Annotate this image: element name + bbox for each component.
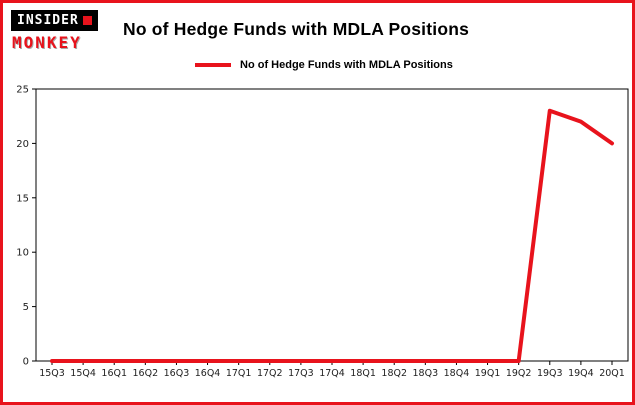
y-tick-label: 0 (23, 357, 29, 368)
y-tick-label: 25 (16, 85, 29, 96)
page-title: No of Hedge Funds with MDLA Positions (123, 19, 470, 39)
logo-insider-text: INSIDER (17, 13, 79, 28)
x-tick-label: 18Q2 (381, 368, 407, 379)
x-tick-label: 17Q3 (288, 368, 314, 379)
logo-red-square-icon (82, 16, 92, 25)
y-tick-label: 15 (16, 193, 29, 204)
x-tick-label: 15Q4 (70, 368, 96, 379)
insider-monkey-logo: INSIDER MONKEY (11, 10, 119, 52)
x-tick-label: 17Q4 (319, 368, 345, 379)
x-tick-label: 16Q4 (195, 368, 221, 379)
x-tick-label: 16Q3 (164, 368, 190, 379)
y-tick-label: 20 (16, 139, 29, 150)
x-tick-label: 16Q2 (133, 368, 159, 379)
y-tick-label: 10 (16, 248, 29, 259)
legend-line-swatch (195, 63, 231, 67)
x-tick-label: 19Q4 (568, 368, 594, 379)
x-tick-label: 17Q1 (226, 368, 252, 379)
x-tick-label: 17Q2 (257, 368, 283, 379)
logo-insider-row: INSIDER (11, 10, 98, 31)
x-tick-label: 18Q4 (444, 368, 470, 379)
x-tick-label: 19Q1 (475, 368, 501, 379)
y-tick-label: 5 (23, 302, 29, 313)
x-tick-label: 20Q1 (599, 368, 625, 379)
x-tick-label: 16Q1 (101, 368, 127, 379)
line-chart-plot: 0 5 10 15 20 25 15Q3 15Q4 16Q1 16Q2 16Q3 16Q4 17Q1 17… (16, 85, 629, 379)
x-tick-label: 18Q1 (350, 368, 376, 379)
x-tick-label: 19Q3 (537, 368, 563, 379)
x-tick-label: 15Q3 (39, 368, 65, 379)
x-tick-label: 19Q2 (506, 368, 532, 379)
legend-label: No of Hedge Funds with MDLA Positions (240, 59, 453, 71)
x-tick-label: 18Q3 (413, 368, 439, 379)
legend: No of Hedge Funds with MDLA Positions (195, 59, 453, 71)
series-line (50, 108, 614, 363)
logo-monkey-text: MONKEY (12, 33, 82, 52)
